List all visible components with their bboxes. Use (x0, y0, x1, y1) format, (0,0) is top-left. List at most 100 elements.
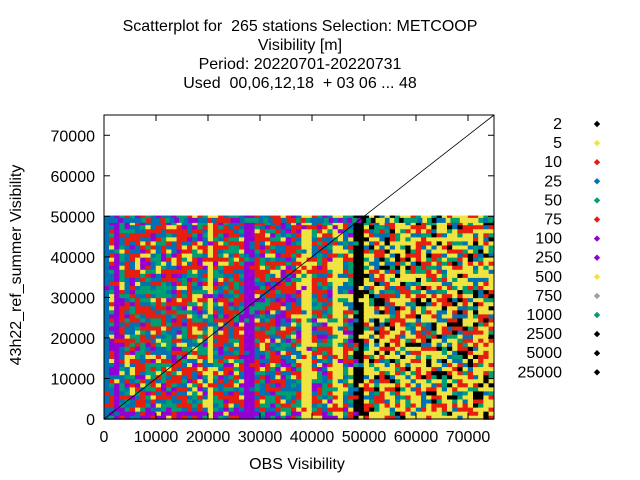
scatter-point (192, 308, 198, 315)
scatter-point (135, 373, 141, 380)
scatter-point (140, 357, 146, 364)
scatter-point (478, 227, 484, 234)
scatter-point (379, 284, 385, 291)
scatter-point (285, 345, 292, 351)
scatter-point (155, 333, 162, 339)
scatter-point (218, 337, 224, 343)
scatter-point (286, 217, 292, 223)
legend-label: 2500 (526, 326, 562, 343)
scatter-point (135, 235, 141, 242)
scatter-point (410, 316, 417, 323)
scatter-point (103, 243, 110, 250)
scatter-point (374, 260, 380, 266)
scatter-point (233, 325, 240, 331)
scatter-point (317, 345, 323, 351)
scatter-point (389, 252, 396, 258)
scatter-point (301, 316, 307, 323)
scatter-point (161, 312, 167, 319)
scatter-point (358, 280, 365, 287)
scatter-point (369, 256, 375, 262)
scatter-point (239, 389, 245, 396)
scatter-point (421, 308, 427, 315)
scatter-point (228, 365, 235, 372)
scatter-point (389, 361, 396, 368)
scatter-point (363, 304, 370, 311)
scatter-point (317, 227, 323, 234)
scatter-point (478, 243, 484, 250)
scatter-point (473, 320, 479, 327)
scatter-point (135, 381, 141, 388)
scatter-point (119, 357, 125, 364)
scatter-point (348, 284, 354, 291)
scatter-point (150, 296, 157, 303)
scatter-point (441, 235, 448, 242)
scatter-point (301, 373, 307, 380)
scatter-point (322, 353, 328, 359)
scatter-point (124, 333, 131, 339)
scatter-point (405, 260, 411, 266)
scatter-point (291, 256, 297, 262)
scatter-point (223, 414, 229, 420)
scatter-point (374, 320, 380, 327)
scatter-point (410, 341, 417, 347)
scatter-point (306, 406, 313, 412)
scatter-point (119, 268, 125, 274)
scatter-point (280, 373, 287, 380)
scatter-point (488, 304, 495, 311)
scatter-point (259, 243, 266, 250)
scatter-point (374, 329, 380, 335)
scatter-point (171, 385, 177, 392)
scatter-point (327, 357, 333, 364)
scatter-point (488, 247, 495, 254)
scatter-point (213, 316, 219, 323)
scatter-point (483, 300, 489, 307)
scatter-point (244, 414, 250, 420)
scatter-point (457, 365, 463, 372)
scatter-point (259, 264, 266, 270)
scatter-point (384, 260, 391, 266)
scatter-point (483, 361, 489, 368)
scatter-point (223, 377, 229, 384)
scatter-point (166, 268, 172, 274)
scatter-point (384, 365, 391, 372)
scatter-point (462, 276, 469, 282)
scatter-point (431, 341, 437, 347)
scatter-point (254, 389, 261, 396)
scatter-point (270, 292, 276, 299)
scatter-point (275, 223, 281, 230)
scatter-point (488, 268, 495, 274)
scatter-point (187, 280, 193, 287)
scatter-point (431, 345, 437, 351)
scatter-point (223, 235, 229, 242)
scatter-point (259, 256, 266, 262)
scatter-point (145, 280, 151, 287)
scatter-point (415, 247, 422, 254)
scatter-point (363, 243, 370, 250)
scatter-point (228, 256, 235, 262)
x-tick-label: 20000 (186, 429, 231, 446)
scatter-point (306, 296, 313, 303)
scatter-point (415, 365, 422, 372)
scatter-point (197, 393, 203, 400)
scatter-point (415, 316, 422, 323)
scatter-point (488, 402, 495, 408)
scatter-point (187, 389, 193, 396)
scatter-point (379, 296, 385, 303)
scatter-point (270, 349, 276, 355)
scatter-point (124, 320, 131, 327)
scatter-point (327, 377, 333, 384)
scatter-point (129, 373, 136, 380)
scatter-point (452, 349, 458, 355)
scatter-point (363, 308, 370, 315)
legend-label: 5 (553, 135, 562, 152)
scatter-point (415, 361, 422, 368)
scatter-point (119, 304, 125, 311)
scatter-point (135, 239, 141, 246)
scatter-point (337, 381, 344, 388)
scatter-point (161, 280, 167, 287)
scatter-point (488, 345, 495, 351)
scatter-point (415, 308, 422, 315)
scatter-point (150, 264, 157, 270)
scatter-point (348, 268, 354, 274)
scatter-point (405, 268, 411, 274)
